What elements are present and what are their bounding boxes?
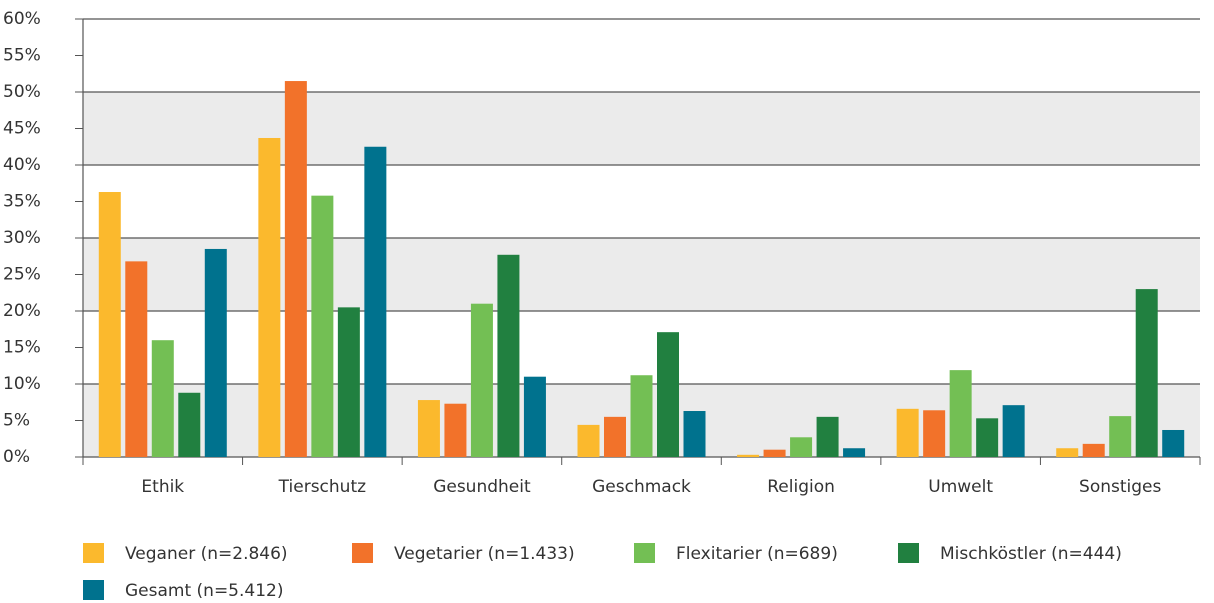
y-tick-label: 55% <box>3 46 41 66</box>
y-tick-label: 35% <box>3 192 41 212</box>
legend-swatch <box>83 580 104 600</box>
bar <box>204 248 227 457</box>
bar <box>1002 405 1025 457</box>
bar <box>577 424 600 457</box>
bar <box>98 192 121 457</box>
grid-band <box>83 92 1200 165</box>
bar <box>1082 443 1105 457</box>
bar <box>444 403 467 457</box>
bar <box>816 416 839 457</box>
y-tick-label: 10% <box>3 374 41 394</box>
bar <box>763 449 786 457</box>
y-tick-label: 25% <box>3 265 41 285</box>
bar <box>337 307 360 457</box>
y-tick-label: 15% <box>3 338 41 358</box>
bar <box>630 375 653 457</box>
bar <box>178 392 201 457</box>
bar <box>657 332 679 457</box>
y-tick-label: 50% <box>3 82 41 102</box>
bar <box>1056 448 1079 457</box>
bar <box>284 81 307 458</box>
bar <box>683 411 706 457</box>
x-tick-label: Sonstiges <box>1079 477 1161 497</box>
bar <box>258 137 281 458</box>
y-tick-label: 40% <box>3 155 41 175</box>
y-tick-label: 0% <box>3 447 30 467</box>
bar <box>311 195 334 457</box>
bar <box>497 254 520 457</box>
bar <box>1135 289 1158 457</box>
legend-label: Mischköstler (n=444) <box>940 544 1122 564</box>
x-tick-label: Tierschutz <box>278 477 366 497</box>
bar <box>417 400 440 457</box>
y-tick-label: 20% <box>3 301 41 321</box>
y-tick-label: 45% <box>3 119 41 139</box>
bar <box>364 146 387 457</box>
bar <box>523 376 546 457</box>
y-tick-label: 5% <box>3 411 30 431</box>
y-tick-label: 60% <box>3 9 41 29</box>
legend-label: Vegetarier (n=1.433) <box>394 544 575 564</box>
bar <box>125 261 148 457</box>
legend-label: Flexitarier (n=689) <box>676 544 838 564</box>
bar <box>843 448 866 457</box>
grid-band <box>83 238 1200 311</box>
bar <box>923 410 946 457</box>
x-tick-label: Gesundheit <box>433 477 531 497</box>
bar <box>976 418 999 457</box>
legend-swatch <box>352 543 373 563</box>
x-tick-label: Ethik <box>141 477 184 497</box>
x-tick-label: Religion <box>767 477 835 497</box>
bar <box>737 454 760 457</box>
bar <box>1162 429 1185 457</box>
bar <box>470 303 493 457</box>
x-tick-label: Geschmack <box>592 477 691 497</box>
legend-swatch <box>898 543 919 563</box>
legend-swatch <box>634 543 655 563</box>
y-tick-label: 30% <box>3 228 41 248</box>
bar <box>151 340 174 457</box>
bar <box>949 370 972 457</box>
bar <box>790 437 813 457</box>
bar <box>1109 416 1132 457</box>
bar <box>604 416 626 457</box>
legend-label: Gesamt (n=5.412) <box>125 581 284 601</box>
bar <box>896 408 919 457</box>
legend-label: Veganer (n=2.846) <box>125 544 288 564</box>
legend-swatch <box>83 543 104 563</box>
x-tick-label: Umwelt <box>928 477 993 497</box>
